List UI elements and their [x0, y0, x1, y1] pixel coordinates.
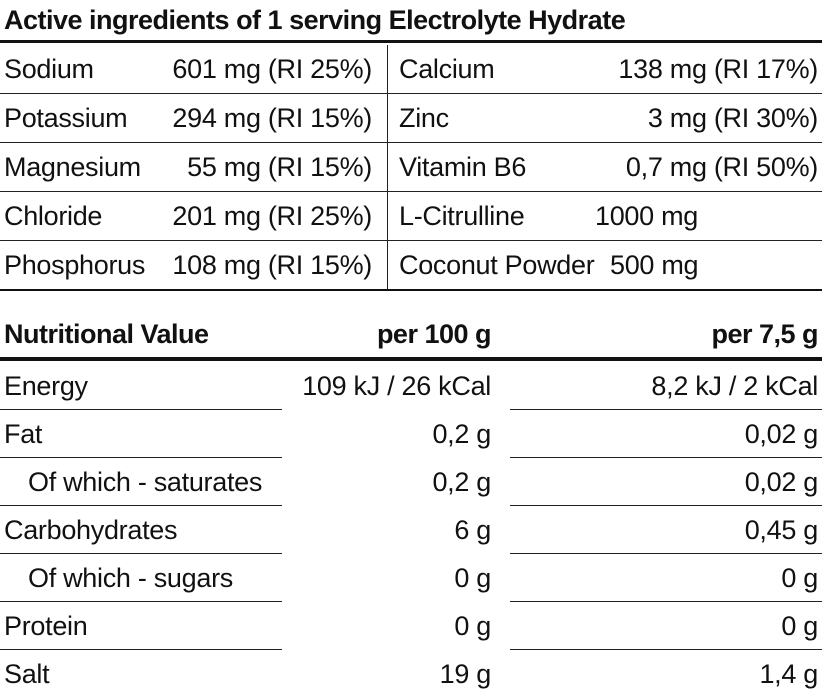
- nutrient-name: Of which - saturates: [28, 467, 263, 497]
- row-divider: [510, 553, 822, 554]
- row-divider: [0, 601, 282, 602]
- ingredients-title: Active ingredients of 1 serving Electrol…: [4, 5, 626, 35]
- nutrient-name: Energy: [4, 371, 88, 401]
- ingredient-row: Sodium 601 mg (RI 25%) Calcium 138 mg (R…: [0, 45, 822, 94]
- ingredients-table: Sodium 601 mg (RI 25%) Calcium 138 mg (R…: [0, 45, 822, 291]
- ingredient-value: 3 mg (RI 30%): [647, 103, 818, 133]
- nutrition-row: Carbohydrates 6 g 0,45 g: [0, 506, 822, 554]
- row-divider: [0, 649, 282, 650]
- nutrition-header-per-serving: per 7,5 g: [711, 319, 818, 349]
- row-divider: [0, 409, 282, 410]
- nutrition-row: Fat 0,2 g 0,02 g: [0, 410, 822, 458]
- nutrient-per-serving: 0 g: [781, 611, 818, 641]
- ingredient-name: Magnesium: [4, 152, 141, 182]
- ingredient-value: 294 mg (RI 15%): [172, 103, 372, 133]
- nutrient-per-serving: 0,02 g: [744, 467, 819, 497]
- nutrient-per-serving: 0 g: [781, 563, 818, 593]
- nutrient-name: Carbohydrates: [4, 515, 178, 545]
- nutrient-name: Salt: [4, 659, 50, 689]
- row-divider: [0, 505, 282, 506]
- nutrition-row: Protein 0 g 0 g: [0, 602, 822, 650]
- ingredient-row: Phosphorus 108 mg (RI 15%) Coconut Powde…: [0, 241, 822, 291]
- ingredient-value: 108 mg (RI 15%): [172, 250, 372, 280]
- nutrition-header: Nutritional Value per 100 g per 7,5 g: [0, 312, 822, 356]
- nutrient-per-serving: 1,4 g: [759, 659, 818, 689]
- nutrition-row: Energy 109 kJ / 26 kCal 8,2 kJ / 2 kCal: [0, 362, 822, 410]
- ingredient-name: Coconut Powder: [399, 250, 595, 280]
- nutrition-row: Salt 19 g 1,4 g: [0, 650, 822, 698]
- ingredient-value: 201 mg (RI 25%): [172, 201, 372, 231]
- ingredient-name: Potassium: [4, 103, 128, 133]
- title-divider: [0, 40, 822, 43]
- ingredient-value: 500 mg: [610, 250, 699, 280]
- ingredient-row: Potassium 294 mg (RI 15%) Zinc 3 mg (RI …: [0, 94, 822, 143]
- ingredient-value: 601 mg (RI 25%): [172, 54, 372, 84]
- ingredient-name: Vitamin B6: [399, 152, 527, 182]
- nutrition-header-name: Nutritional Value: [4, 319, 209, 349]
- nutrient-per-100g: 19 g: [439, 659, 492, 689]
- ingredient-value: 0,7 mg (RI 50%): [625, 152, 818, 182]
- nutrition-table: Energy 109 kJ / 26 kCal 8,2 kJ / 2 kCal …: [0, 362, 822, 698]
- ingredient-row: Chloride 201 mg (RI 25%) L-Citrulline 10…: [0, 192, 822, 241]
- nutrient-per-serving: 0,02 g: [744, 419, 819, 449]
- nutrient-per-serving: 8,2 kJ / 2 kCal: [651, 371, 818, 401]
- ingredient-row: Magnesium 55 mg (RI 15%) Vitamin B6 0,7 …: [0, 143, 822, 192]
- nutrient-name: Protein: [4, 611, 88, 641]
- row-divider: [0, 553, 282, 554]
- nutrient-per-100g: 0 g: [454, 611, 491, 641]
- ingredient-name: L-Citrulline: [399, 201, 525, 231]
- ingredient-name: Phosphorus: [4, 250, 146, 280]
- nutrient-name: Fat: [4, 419, 43, 449]
- row-divider: [510, 409, 822, 410]
- nutrition-header-per-100g: per 100 g: [376, 319, 492, 349]
- nutrition-row: Of which - sugars 0 g 0 g: [0, 554, 822, 602]
- row-divider: [0, 457, 282, 458]
- ingredient-name: Calcium: [399, 54, 495, 84]
- ingredients-column-divider: [387, 45, 388, 291]
- nutrient-per-100g: 0,2 g: [432, 419, 491, 449]
- nutrition-row: Of which - saturates 0,2 g 0,02 g: [0, 458, 822, 506]
- ingredient-name: Chloride: [4, 201, 103, 231]
- nutrient-per-100g: 6 g: [454, 515, 491, 545]
- ingredient-name: Zinc: [399, 103, 449, 133]
- row-divider: [510, 601, 822, 602]
- ingredient-name: Sodium: [4, 54, 94, 84]
- row-divider: [510, 457, 822, 458]
- ingredient-value: 1000 mg: [595, 201, 698, 231]
- nutrition-header-divider: [0, 357, 822, 361]
- ingredient-value: 55 mg (RI 15%): [187, 152, 372, 182]
- nutrient-per-100g: 0,2 g: [432, 467, 491, 497]
- ingredient-value: 138 mg (RI 17%): [618, 54, 818, 84]
- nutrient-per-100g: 0 g: [454, 563, 491, 593]
- row-divider: [510, 505, 822, 506]
- nutrient-per-100g: 109 kJ / 26 kCal: [302, 371, 491, 401]
- nutrient-name: Of which - sugars: [28, 563, 233, 593]
- row-divider: [510, 649, 822, 650]
- nutrient-per-serving: 0,45 g: [744, 515, 819, 545]
